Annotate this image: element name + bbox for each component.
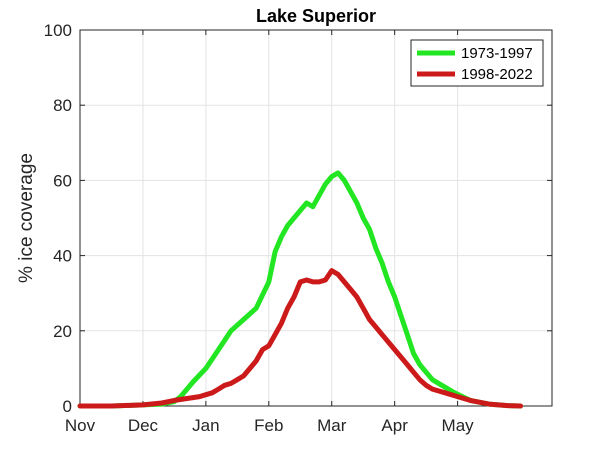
legend-box — [410, 39, 544, 87]
y-axis-ticks: 0 20 40 60 80 100 — [44, 21, 552, 416]
x-tick-label: Nov — [65, 416, 96, 435]
legend-label-1: 1973-1997 — [461, 45, 533, 62]
y-tick-label: 60 — [53, 171, 72, 190]
legend-label-2: 1998-2022 — [461, 66, 533, 83]
legend: 1973-1997 1998-2022 — [410, 39, 544, 87]
y-tick-label: 40 — [53, 247, 72, 266]
y-tick-label: 80 — [53, 96, 72, 115]
x-tick-label: Feb — [254, 416, 283, 435]
y-tick-label: 20 — [53, 322, 72, 341]
y-tick-label: 100 — [44, 21, 72, 40]
x-tick-label: Apr — [381, 416, 408, 435]
plot-area-frame — [79, 29, 553, 407]
x-tick-label: Mar — [317, 416, 347, 435]
chart-title: Lake Superior — [256, 6, 376, 26]
x-tick-label: May — [442, 416, 475, 435]
series-line-1 — [77, 170, 523, 409]
series-line-2 — [77, 268, 523, 409]
x-tick-label: Jan — [192, 416, 219, 435]
x-tick-label: Dec — [128, 416, 159, 435]
series-lines — [77, 170, 523, 409]
x-axis-ticks: Nov Dec Jan Feb Mar Apr May — [65, 30, 474, 435]
y-axis-label: % ice coverage — [16, 153, 37, 283]
y-tick-label: 0 — [63, 397, 72, 416]
